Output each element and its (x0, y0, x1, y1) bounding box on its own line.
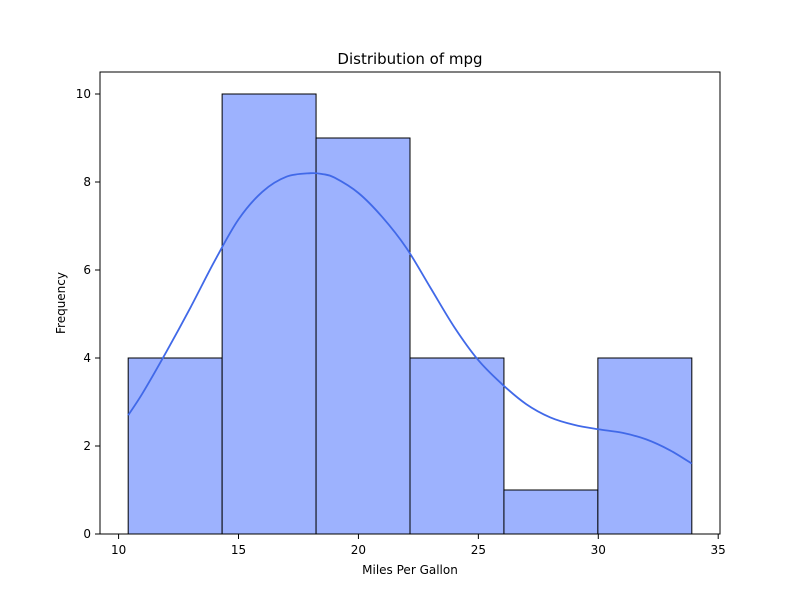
chart-title: Distribution of mpg (337, 50, 482, 68)
x-tick-label-35: 35 (711, 543, 726, 557)
histogram-bar-3 (315, 137, 411, 535)
axes-layer (99, 71, 721, 535)
plot-frame (99, 71, 721, 535)
x-tick-label-20: 20 (351, 543, 366, 557)
y-tick-label-2: 2 (83, 439, 91, 453)
y-tick-label-4: 4 (83, 351, 91, 365)
kde-layer (127, 172, 693, 465)
x-axis-label: Miles Per Gallon (362, 563, 458, 577)
y-axis-label: Frequency (54, 272, 68, 334)
x-tick-label-15: 15 (231, 543, 246, 557)
histogram-bar-2 (221, 93, 317, 535)
y-tick-label-6: 6 (83, 263, 91, 277)
y-tick-label-8: 8 (83, 175, 91, 189)
y-tick-label-10: 10 (76, 87, 91, 101)
histogram-bar-5 (503, 489, 599, 535)
x-tick-label-30: 30 (591, 543, 606, 557)
x-tick-label-10: 10 (111, 543, 126, 557)
bars-layer (127, 93, 693, 535)
x-tick-label-25: 25 (471, 543, 486, 557)
histogram-bar-6 (597, 357, 693, 535)
y-axis-ticks: 0 2 4 6 8 10 (76, 87, 100, 541)
histogram-bar-1 (127, 357, 223, 535)
x-axis-ticks: 10 15 20 25 30 35 (111, 534, 726, 557)
kde-curve (127, 172, 693, 465)
histogram-bar-4 (409, 357, 505, 535)
y-tick-label-0: 0 (83, 527, 91, 541)
